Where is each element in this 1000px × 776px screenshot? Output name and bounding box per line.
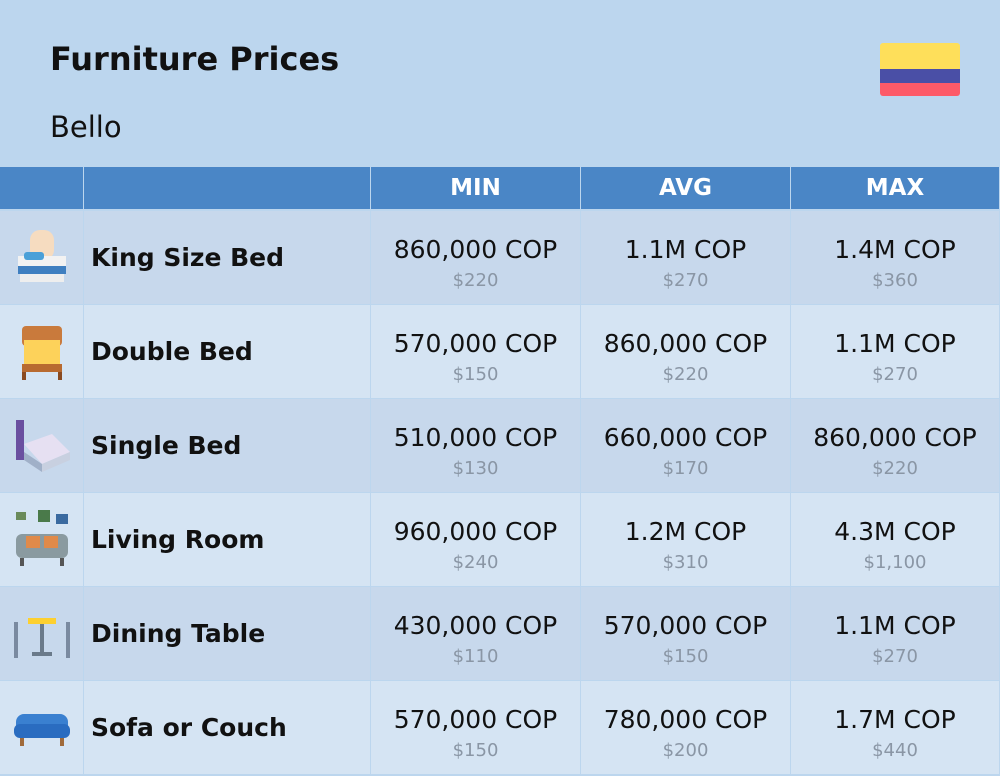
column-header: MIN <box>371 167 580 209</box>
title: Furniture Prices <box>50 40 340 78</box>
price-usd: $130 <box>452 458 499 479</box>
price-local: 660,000 COP <box>603 423 768 452</box>
price-usd: $200 <box>662 740 709 761</box>
row-name: King Size Bed <box>84 211 370 304</box>
price-usd: $110 <box>452 646 499 667</box>
row-name: Double Bed <box>84 305 370 398</box>
price-cell: 1.1M COP $270 <box>791 305 999 398</box>
price-usd: $150 <box>452 740 499 761</box>
row-icon <box>0 681 83 774</box>
price-usd: $150 <box>662 646 709 667</box>
row-icon <box>0 399 83 492</box>
column-header <box>0 167 83 209</box>
price-usd: $270 <box>872 646 918 667</box>
price-cell: 1.2M COP $310 <box>581 493 790 586</box>
price-local: 1.1M COP <box>834 611 956 640</box>
icon <box>21 325 62 380</box>
price-cell: 660,000 COP $170 <box>581 399 790 492</box>
price-local: 570,000 COP <box>393 705 558 734</box>
price-local: 510,000 COP <box>393 423 558 452</box>
price-cell: 1.1M COP $270 <box>791 587 999 680</box>
price-local: 1.1M COP <box>834 329 956 358</box>
price-usd: $1,100 <box>863 552 927 573</box>
row-icon <box>0 493 83 586</box>
subtitle: Bello <box>50 110 122 144</box>
price-usd: $220 <box>452 270 499 291</box>
price-cell: 1.1M COP $270 <box>581 211 790 304</box>
price-usd: $440 <box>872 740 918 761</box>
price-cell: 570,000 COP $150 <box>581 587 790 680</box>
price-cell: 860,000 COP $220 <box>791 399 999 492</box>
row-icon <box>0 587 83 680</box>
price-local: 1.7M COP <box>834 705 956 734</box>
price-cell: 570,000 COP $150 <box>371 305 580 398</box>
price-cell: 4.3M COP $1,100 <box>791 493 999 586</box>
price-cell: 570,000 COP $150 <box>371 681 580 774</box>
column-header: AVG <box>581 167 790 209</box>
price-usd: $270 <box>662 270 709 291</box>
price-usd: $220 <box>872 458 918 479</box>
icon <box>13 617 70 658</box>
price-local: 860,000 COP <box>393 235 558 264</box>
price-cell: 860,000 COP $220 <box>371 211 580 304</box>
row-name: Dining Table <box>84 587 370 680</box>
price-local: 1.1M COP <box>624 235 747 264</box>
price-local: 1.4M COP <box>834 235 956 264</box>
price-usd: $150 <box>452 364 499 385</box>
price-cell: 780,000 COP $200 <box>581 681 790 774</box>
row-name: Single Bed <box>84 399 370 492</box>
column-header <box>84 167 370 209</box>
icon <box>17 229 66 282</box>
row-icon <box>0 211 83 304</box>
price-local: 1.2M COP <box>624 517 747 546</box>
price-cell: 1.4M COP $360 <box>791 211 999 304</box>
price-usd: $170 <box>662 458 709 479</box>
price-cell: 430,000 COP $110 <box>371 587 580 680</box>
price-local: 430,000 COP <box>393 611 558 640</box>
icon <box>15 419 70 472</box>
row-icon <box>0 305 83 398</box>
price-usd: $220 <box>662 364 709 385</box>
price-cell: 860,000 COP $220 <box>581 305 790 398</box>
price-local: 570,000 COP <box>603 611 768 640</box>
price-local: 570,000 COP <box>393 329 558 358</box>
row-name: Sofa or Couch <box>84 681 370 774</box>
price-usd: $310 <box>662 552 709 573</box>
price-local: 860,000 COP <box>813 423 977 452</box>
price-local: 780,000 COP <box>603 705 768 734</box>
column-header: MAX <box>791 167 999 209</box>
price-cell: 1.7M COP $440 <box>791 681 999 774</box>
flag <box>880 43 960 96</box>
row-name: Living Room <box>84 493 370 586</box>
price-cell: 510,000 COP $130 <box>371 399 580 492</box>
icon <box>13 713 70 746</box>
price-local: 960,000 COP <box>393 517 558 546</box>
price-local: 4.3M COP <box>834 517 956 546</box>
price-local: 860,000 COP <box>603 329 768 358</box>
price-usd: $270 <box>872 364 918 385</box>
price-cell: 960,000 COP $240 <box>371 493 580 586</box>
price-usd: $240 <box>452 552 499 573</box>
price-usd: $360 <box>872 270 918 291</box>
icon <box>15 509 68 566</box>
